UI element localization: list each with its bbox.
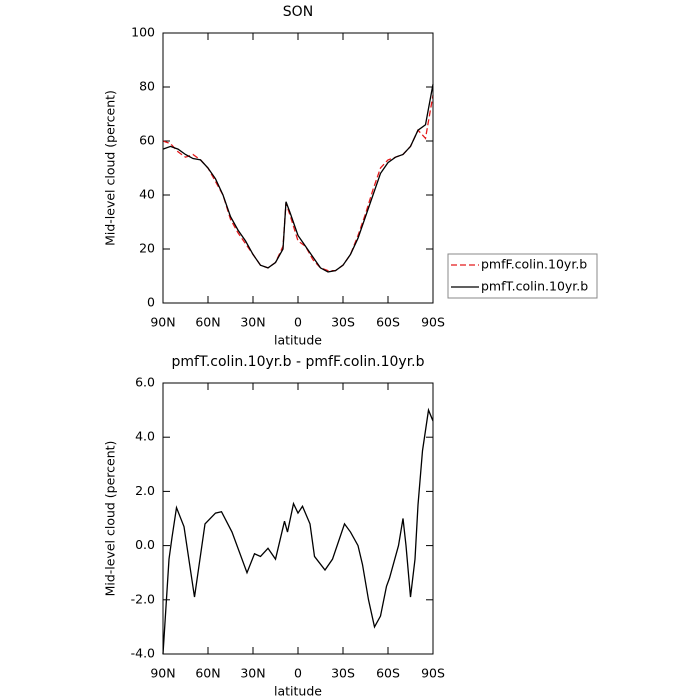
y-tick-label: -2.0 (131, 591, 155, 606)
legend-label: pmfF.colin.10yr.b (481, 257, 587, 272)
x-tick-label: 0 (294, 666, 302, 681)
y-tick-label: 6.0 (135, 375, 155, 390)
x-tick-label: 90S (421, 315, 445, 330)
x-tick-label: 60S (376, 315, 400, 330)
y-axis-label: Mid-level cloud (percent) (103, 441, 118, 597)
x-tick-label: 30N (240, 666, 265, 681)
y-tick-label: 100 (131, 25, 155, 40)
x-tick-label: 90S (421, 666, 445, 681)
y-tick-label: 40 (139, 187, 155, 202)
y-tick-label: -4.0 (131, 646, 155, 661)
x-tick-label: 90N (150, 666, 175, 681)
x-tick-label: 90N (150, 315, 175, 330)
data-line (162, 407, 434, 655)
plot-frame (162, 32, 434, 304)
legend-label: pmfT.colin.10yr.b (481, 279, 588, 294)
plot: pmfT.colin.10yr.b - pmfF.colin.10yr.b lat… (103, 354, 445, 699)
x-tick-label: 0 (294, 315, 302, 330)
x-tick-label: 30S (331, 315, 355, 330)
y-axis-label: Mid-level cloud (percent) (103, 90, 118, 246)
x-tick-label: 60N (195, 666, 220, 681)
data-line (162, 84, 434, 273)
data-line (162, 94, 434, 272)
y-tick-label: 60 (139, 133, 155, 148)
chart-title: SON (283, 4, 313, 20)
x-tick-label: 30N (240, 315, 265, 330)
x-axis-label: latitude (274, 333, 322, 348)
plot-frame (162, 382, 434, 655)
y-tick-label: 2.0 (135, 483, 155, 498)
x-axis-label: latitude (274, 684, 322, 699)
y-tick-label: 80 (139, 79, 155, 94)
y-tick-label: 0 (147, 295, 155, 310)
chart-title: pmfT.colin.10yr.b - pmfF.colin.10yr.b (172, 354, 425, 370)
x-tick-label: 60N (195, 315, 220, 330)
x-tick-label: 60S (376, 666, 400, 681)
legend-box (447, 253, 598, 299)
y-tick-label: 20 (139, 241, 155, 256)
y-tick-label: 0.0 (135, 537, 155, 552)
plot: SON latitude Mid-level cloud (percent) 90N 6… (103, 4, 598, 348)
y-tick-label: 4.0 (135, 429, 155, 444)
x-tick-label: 30S (331, 666, 355, 681)
